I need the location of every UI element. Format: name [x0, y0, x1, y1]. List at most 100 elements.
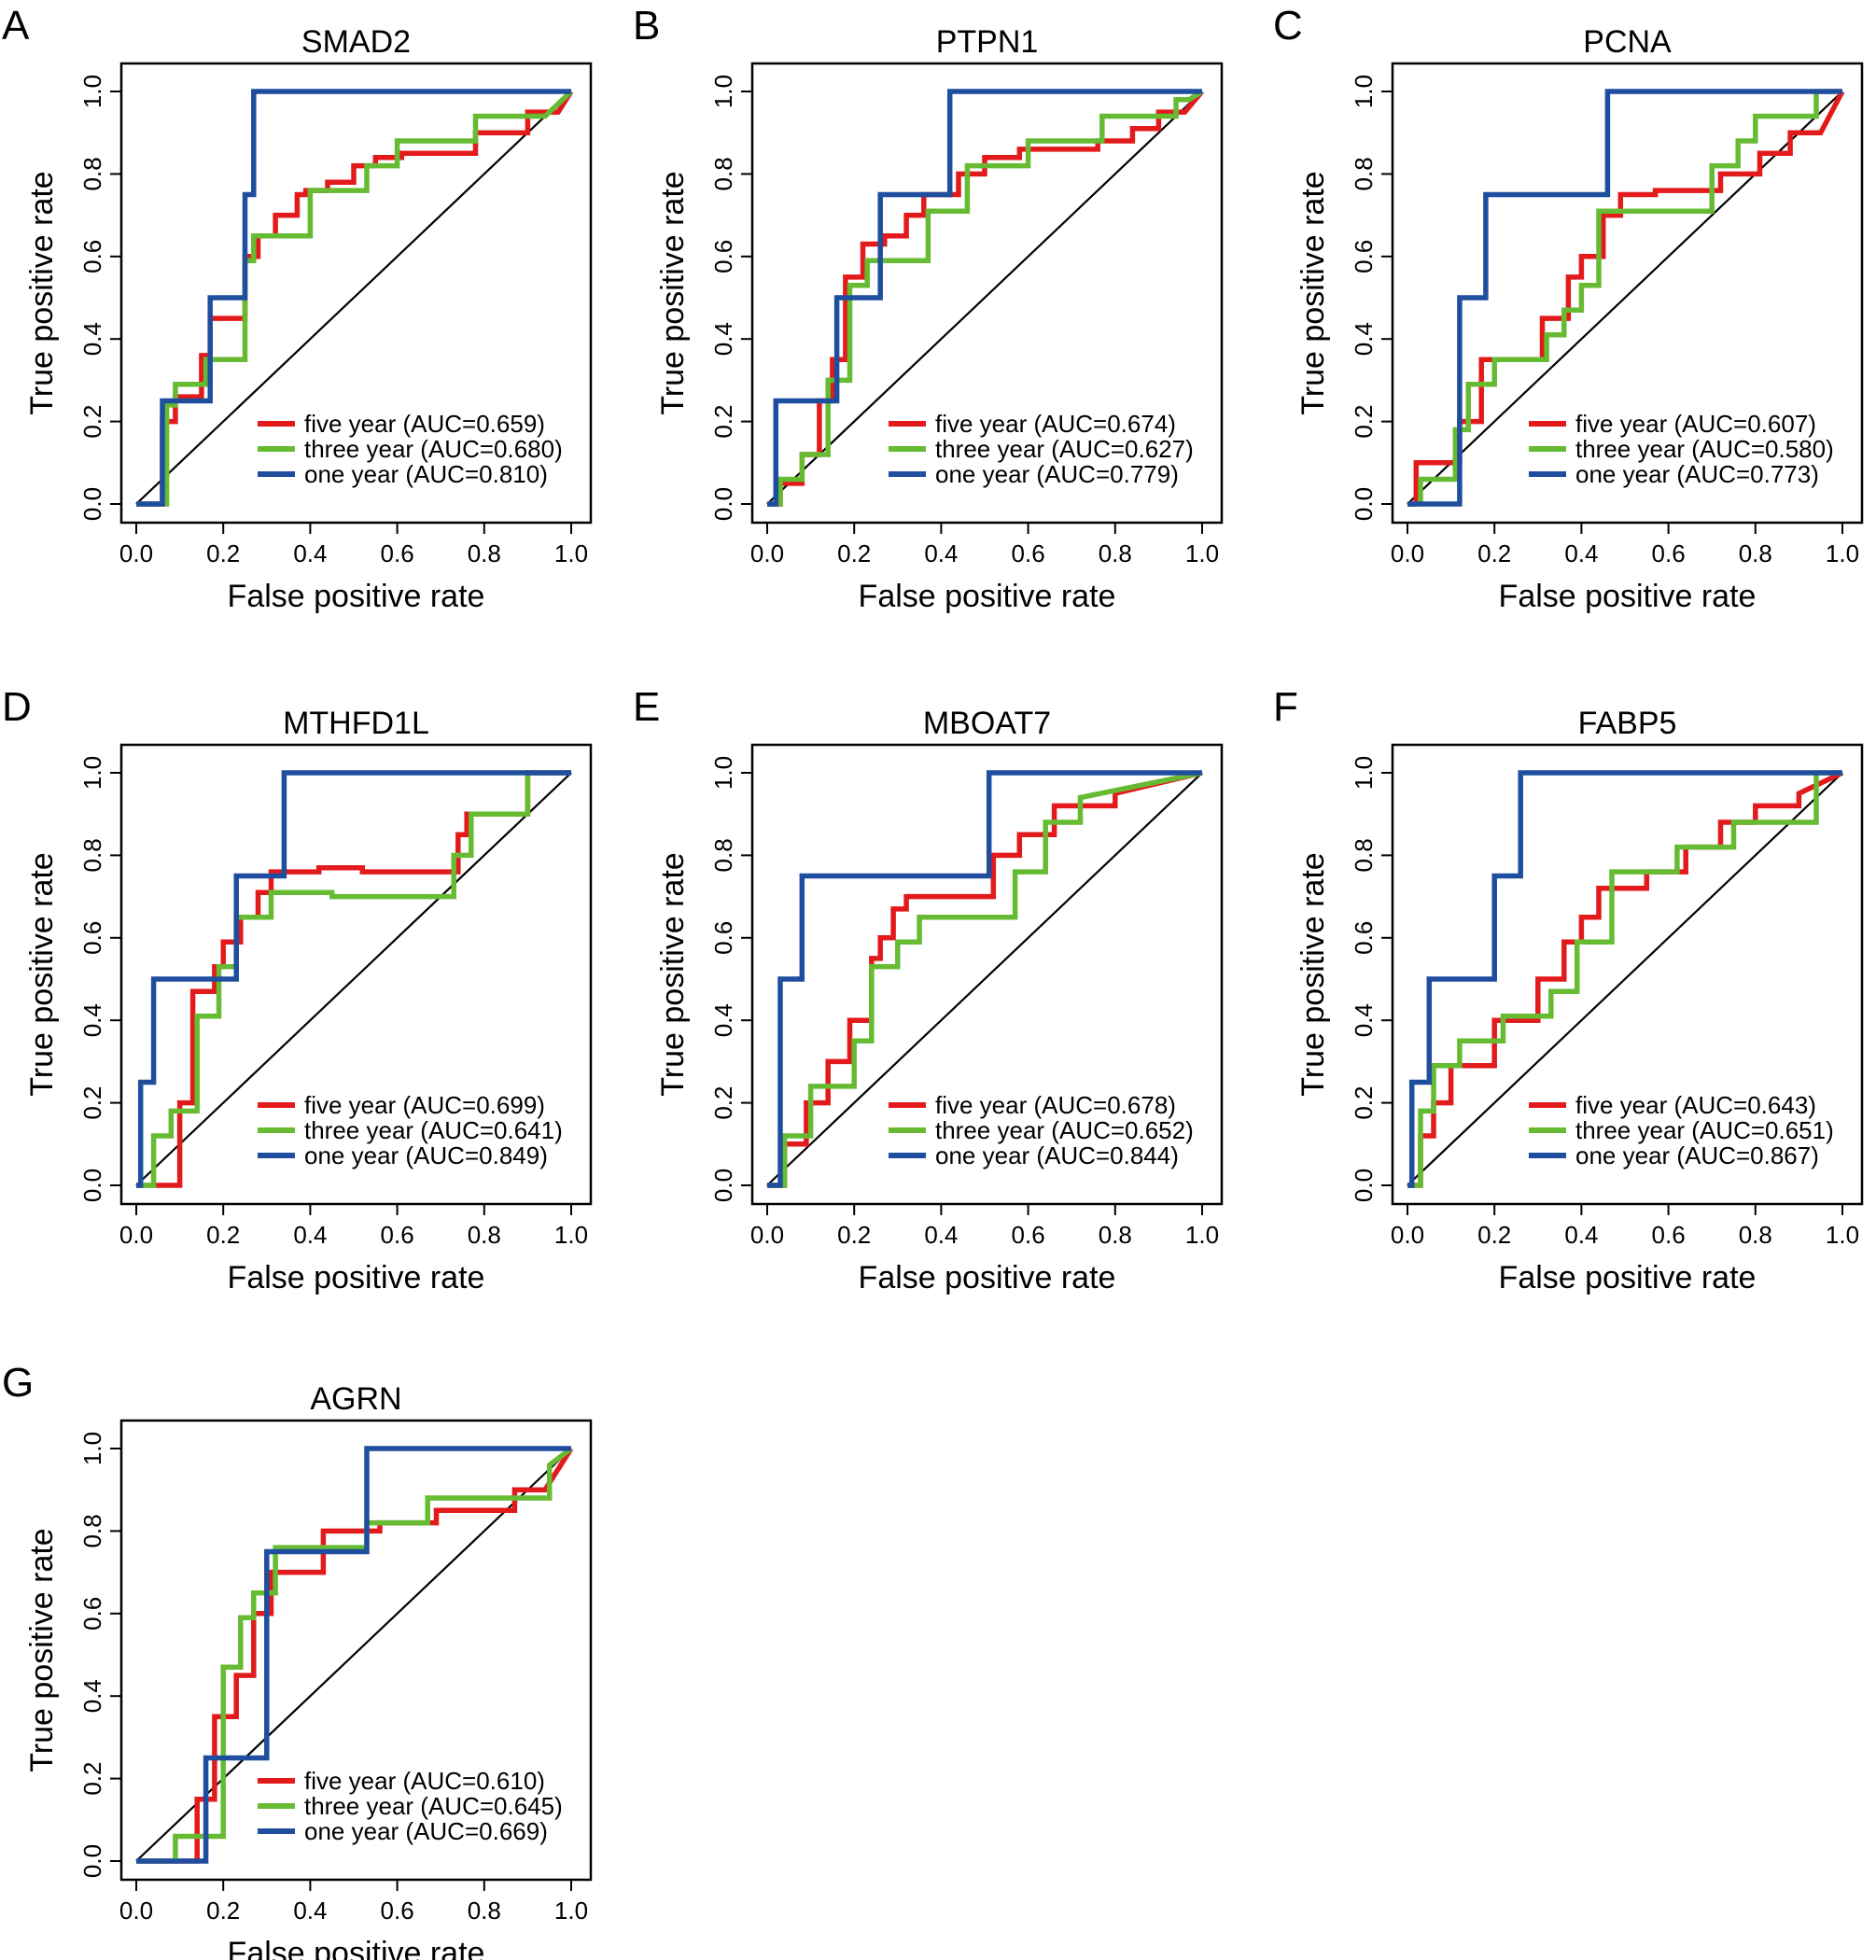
x-tick-label: 0.8	[1739, 539, 1772, 567]
y-axis-label: True positive rate	[24, 1528, 60, 1771]
panel-letter: F	[1273, 684, 1298, 730]
x-tick-label: 0.6	[381, 1897, 414, 1925]
reference-diagonal	[135, 772, 572, 1186]
roc-curve-three-year	[136, 90, 573, 507]
reference-diagonal	[135, 91, 572, 505]
y-tick-label: 0.2	[78, 1762, 106, 1796]
legend-label-five-year: five year (AUC=0.659)	[304, 410, 545, 438]
y-tick-label: 0.8	[709, 157, 737, 190]
panel-letter: E	[633, 684, 660, 730]
legend-label-three-year: three year (AUC=0.641)	[304, 1116, 563, 1144]
y-axis-label: True positive rate	[655, 171, 691, 414]
y-tick-label: 0.4	[709, 322, 737, 356]
x-tick-label: 0.0	[119, 1221, 153, 1249]
reference-diagonal	[135, 1448, 572, 1862]
y-tick-label: 0.0	[1350, 487, 1378, 521]
y-tick-label: 0.8	[78, 157, 106, 190]
x-tick-label: 0.0	[750, 1221, 784, 1249]
legend-label-five-year: five year (AUC=0.607)	[1575, 410, 1816, 438]
x-axis-label: False positive rate	[228, 579, 485, 614]
x-axis-label: False positive rate	[228, 1936, 485, 1960]
roc-curve-three-year	[767, 770, 1203, 1188]
legend-label-five-year: five year (AUC=0.643)	[1575, 1091, 1816, 1119]
x-tick-label: 1.0	[554, 1221, 588, 1249]
reference-diagonal	[766, 772, 1203, 1186]
x-axis-label: False positive rate	[1499, 1260, 1757, 1295]
y-tick-label: 0.2	[78, 405, 106, 439]
roc-curve-three-year	[767, 89, 1204, 507]
legend-label-five-year: five year (AUC=0.699)	[304, 1091, 545, 1119]
y-tick-label: 0.6	[78, 240, 106, 273]
y-tick-label: 1.0	[709, 756, 737, 790]
plot-frame	[750, 743, 1224, 1206]
y-tick-label: 0.6	[1350, 921, 1378, 955]
roc-curve-five-year	[136, 770, 571, 1188]
x-tick-label: 0.6	[1012, 539, 1045, 567]
x-axis-label: False positive rate	[1499, 579, 1757, 614]
y-tick-label: 0.6	[78, 921, 106, 955]
plot-frame	[1391, 743, 1864, 1206]
x-tick-label: 0.4	[924, 539, 958, 567]
x-tick-label: 1.0	[1826, 1221, 1859, 1249]
x-tick-label: 0.4	[293, 539, 327, 567]
legend-label-one-year: one year (AUC=0.844)	[935, 1141, 1179, 1169]
x-tick-label: 1.0	[1826, 539, 1859, 567]
y-tick-label: 0.2	[709, 1086, 737, 1120]
y-tick-label: 0.8	[1350, 838, 1378, 872]
x-tick-label: 0.8	[1099, 1221, 1132, 1249]
x-tick-label: 0.8	[1099, 539, 1132, 567]
y-tick-label: 0.4	[78, 1003, 106, 1037]
x-tick-label: 0.8	[468, 1221, 501, 1249]
panel-title: SMAD2	[301, 24, 411, 60]
x-tick-label: 0.6	[1012, 1221, 1045, 1249]
roc-panel-d: D MTHFD1L 0.0 0.2 0.4 0.6 0.8 1.0 0.0 0.2 0.4 0.6 0.…	[2, 684, 593, 1295]
x-tick-label: 0.8	[1739, 1221, 1772, 1249]
panel-title: AGRN	[310, 1381, 401, 1417]
x-tick-label: 1.0	[554, 1897, 588, 1925]
y-tick-label: 0.0	[78, 1169, 106, 1202]
y-axis-label: True positive rate	[24, 171, 60, 414]
plot-frame	[119, 1419, 593, 1882]
x-tick-label: 0.4	[1564, 539, 1598, 567]
x-tick-label: 0.2	[206, 1221, 240, 1249]
legend-label-one-year: one year (AUC=0.773)	[1575, 460, 1819, 488]
roc-curve-three-year	[1407, 770, 1842, 1188]
roc-curve-one-year	[767, 770, 1202, 1188]
x-tick-label: 0.2	[206, 1897, 240, 1925]
y-tick-label: 0.8	[1350, 157, 1378, 190]
plot-frame	[119, 743, 593, 1206]
legend-label-five-year: five year (AUC=0.610)	[304, 1767, 545, 1795]
plot-frame	[119, 62, 593, 525]
y-tick-label: 0.2	[1350, 1086, 1378, 1120]
panel-letter: D	[2, 684, 32, 730]
y-tick-label: 1.0	[709, 75, 737, 108]
x-tick-label: 0.2	[206, 539, 240, 567]
roc-curve-one-year	[136, 89, 571, 507]
panel-letter: A	[2, 3, 30, 49]
x-tick-label: 0.0	[750, 539, 784, 567]
y-tick-label: 0.4	[1350, 1003, 1378, 1037]
panel-letter: B	[633, 3, 660, 49]
x-tick-label: 0.0	[119, 539, 153, 567]
x-tick-label: 0.4	[924, 1221, 958, 1249]
x-tick-label: 0.0	[1391, 1221, 1424, 1249]
plot-frame	[750, 62, 1224, 525]
legend-label-three-year: three year (AUC=0.580)	[1575, 435, 1834, 463]
y-tick-label: 0.8	[709, 838, 737, 872]
x-tick-label: 0.6	[381, 539, 414, 567]
y-tick-label: 0.6	[709, 240, 737, 273]
x-tick-label: 0.6	[1652, 539, 1686, 567]
legend-label-three-year: three year (AUC=0.645)	[304, 1792, 563, 1820]
legend-label-five-year: five year (AUC=0.674)	[935, 410, 1176, 438]
roc-curve-one-year	[767, 89, 1202, 507]
x-axis-label: False positive rate	[859, 1260, 1116, 1295]
legend-label-one-year: one year (AUC=0.669)	[304, 1817, 548, 1845]
y-tick-label: 0.6	[78, 1597, 106, 1631]
y-tick-label: 0.8	[78, 1514, 106, 1547]
roc-panel-e: E MBOAT7 0.0 0.2 0.4 0.6 0.8 1.0 0.0 0.2 0.4 0.6 0.8…	[633, 684, 1224, 1295]
roc-panel-c: C PCNA 0.0 0.2 0.4 0.6 0.8 1.0 0.0 0.2 0.4 0.6 0.8 1.…	[1273, 3, 1864, 614]
x-tick-label: 0.0	[1391, 539, 1424, 567]
legend-label-three-year: three year (AUC=0.652)	[935, 1116, 1194, 1144]
y-tick-label: 1.0	[78, 756, 106, 790]
